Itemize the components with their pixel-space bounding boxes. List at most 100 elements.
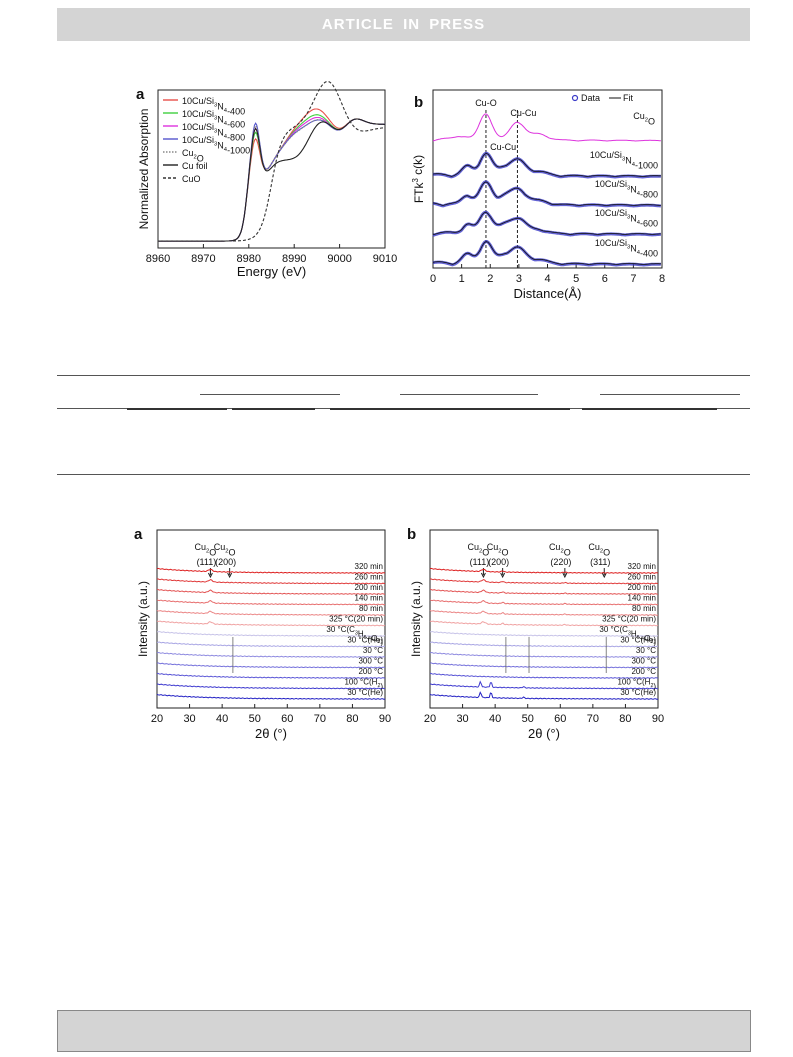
peak-hkl-label: (111) bbox=[470, 557, 490, 567]
y-axis-label: Normalized Absorption bbox=[137, 109, 151, 230]
table-subheader-rule-3 bbox=[600, 394, 740, 395]
xrd-trace-label: 30 °C bbox=[636, 646, 656, 655]
y-axis-label: Intensity (a.u.) bbox=[136, 581, 150, 657]
legend-entry: 10Cu/Si3N4-1000 bbox=[182, 135, 250, 156]
x-tick-label: 9000 bbox=[327, 253, 351, 265]
xrd-trace-line bbox=[156, 683, 386, 690]
legend-entry: 10Cu/Si3N4-400 bbox=[182, 96, 245, 117]
x-tick-label: 90 bbox=[379, 713, 391, 725]
x-tick-label: 50 bbox=[249, 713, 261, 725]
exafs-trace-label: 10Cu/Si3N4-800 bbox=[595, 179, 658, 200]
xrd-trace-label: 30 °C(C3H6+O2) bbox=[599, 625, 656, 647]
x-axis-label: 2θ (°) bbox=[528, 726, 560, 741]
exafs-fit-line bbox=[432, 153, 661, 177]
peak-hkl-label: (220) bbox=[550, 557, 571, 567]
xrd-trace-line bbox=[156, 693, 386, 700]
xrd-trace-line bbox=[429, 651, 659, 658]
xrd-trace-label: 30 °C(C3H6+O2) bbox=[326, 625, 383, 647]
xrd-chart-a-svg: a 20 30 40 50 60 70 80 90 2θ (°) Intensity (a.u.) C… bbox=[134, 526, 391, 741]
xrd-trace-label: 325 °C(20 min) bbox=[329, 615, 383, 624]
peak-arrow-head bbox=[601, 572, 607, 579]
panel-a-letter: a bbox=[136, 86, 145, 103]
peak-hkl-label: (111) bbox=[197, 557, 217, 567]
x-tick-label: 80 bbox=[346, 713, 358, 725]
xrd-trace-label: 30 °C(He) bbox=[347, 688, 383, 697]
xrd-chart-a: a 20 30 40 50 60 70 80 90 2θ (°) Intensity (a.u.) C… bbox=[132, 525, 392, 750]
x-tick-label: 8990 bbox=[282, 253, 306, 265]
xrd-trace-label: 260 min bbox=[355, 573, 383, 582]
xrd-trace-label: 30 °C(He) bbox=[620, 636, 656, 645]
xrd-trace-line bbox=[429, 609, 659, 616]
xrd-trace-line bbox=[429, 691, 659, 700]
xrd-trace-label: 140 min bbox=[628, 594, 656, 603]
y-axis-label: FTk3 c(k) bbox=[411, 155, 426, 203]
x-tick-label: 5 bbox=[573, 273, 579, 285]
xrd-trace-line bbox=[429, 578, 659, 585]
xrd-trace-line bbox=[156, 567, 386, 574]
x-tick-label: 30 bbox=[456, 713, 468, 725]
x-tick-label: 8 bbox=[659, 273, 665, 285]
x-tick-label: 90 bbox=[652, 713, 664, 725]
xrd-trace-label: 30 °C(He) bbox=[620, 688, 656, 697]
plot-frame bbox=[156, 529, 386, 709]
x-tick-label: 9010 bbox=[373, 253, 397, 265]
peak-label: Cu2O bbox=[549, 542, 571, 557]
xrd-trace-label: 200 °C bbox=[631, 667, 656, 676]
xrd-trace-line bbox=[429, 680, 659, 690]
x-tick-label: 60 bbox=[554, 713, 566, 725]
exafs-trace-label: 10Cu/Si3N4-1000 bbox=[590, 150, 658, 171]
xrd-trace-label: 300 °C bbox=[358, 657, 383, 666]
legend-entry: 10Cu/Si3N4-600 bbox=[182, 109, 245, 130]
table-subheader-rule-1 bbox=[200, 394, 340, 395]
legend-fit-label: Fit bbox=[623, 93, 633, 103]
legend-entry: CuO bbox=[182, 174, 201, 184]
table-top-rule bbox=[57, 375, 750, 376]
xrd-trace-label: 140 min bbox=[355, 594, 383, 603]
article-in-press-banner: ARTICLE IN PRESS bbox=[57, 8, 750, 41]
exafs-trace-label: 10Cu/Si3N4-400 bbox=[595, 238, 658, 259]
peak-arrow-head bbox=[207, 572, 213, 579]
x-tick-label: 40 bbox=[216, 713, 228, 725]
x-tick-label: 20 bbox=[151, 713, 163, 725]
x-axis-label: 2θ (°) bbox=[255, 726, 287, 741]
table-bottom-rule bbox=[57, 474, 750, 475]
xrd-trace-line bbox=[429, 630, 659, 637]
peak-hkl-label: (200) bbox=[215, 557, 236, 567]
xrd-trace-line bbox=[429, 662, 659, 669]
xrd-trace-line bbox=[156, 641, 386, 648]
xrd-trace-line bbox=[429, 588, 659, 595]
x-tick-label: 7 bbox=[630, 273, 636, 285]
x-tick-label: 40 bbox=[489, 713, 501, 725]
xrd-trace-line bbox=[156, 609, 386, 616]
x-tick-label: 30 bbox=[183, 713, 195, 725]
xrd-chart-b: b 20 30 40 50 60 70 80 90 2θ (°) Intensity (a.u.) C… bbox=[405, 525, 665, 750]
legend-data-marker bbox=[571, 94, 579, 102]
xrd-trace-label: 200 °C bbox=[358, 667, 383, 676]
legend-entry: 10Cu/Si3N4-800 bbox=[182, 122, 245, 143]
xrd-trace-label: 100 °C(H2) bbox=[617, 678, 656, 691]
exafs-reference-line bbox=[432, 113, 661, 142]
xrd-trace-line bbox=[156, 630, 386, 637]
xrd-trace-label: 320 min bbox=[355, 562, 383, 571]
xrd-trace-line bbox=[156, 620, 386, 627]
exafs-trace-label: 10Cu/Si3N4-600 bbox=[595, 208, 658, 229]
xrd-trace-label: 80 min bbox=[632, 604, 656, 613]
peak-hkl-label: (200) bbox=[488, 557, 509, 567]
table-bold-segment-4 bbox=[582, 408, 717, 410]
table-bold-segment-3 bbox=[330, 408, 570, 410]
exafs-fit-line bbox=[432, 181, 661, 206]
xrd-trace-label: 30 °C(He) bbox=[347, 636, 383, 645]
peak-hkl-label: (311) bbox=[590, 557, 610, 567]
annotation-cu-o: Cu-O bbox=[475, 98, 497, 108]
legend-entry: Cu2O bbox=[182, 148, 204, 163]
xanes-series-line bbox=[158, 80, 386, 242]
xrd-trace-line bbox=[429, 641, 659, 648]
xrd-chart-b-svg: b 20 30 40 50 60 70 80 90 2θ (°) Intensity (a.u.) C… bbox=[407, 526, 664, 741]
xrd-trace-label: 200 min bbox=[355, 583, 383, 592]
exafs-chart-svg: b 0 1 2 3 4 5 6 7 8 Distance(Å) FTk3 c(k) Data Fit Cu-… bbox=[411, 89, 665, 301]
y-axis-label: Intensity (a.u.) bbox=[409, 581, 423, 657]
x-tick-label: 60 bbox=[281, 713, 293, 725]
x-axis-label: Distance(Å) bbox=[514, 286, 582, 301]
xanes-chart-svg: a 8960 8970 8980 8990 9000 9010 Energy (eV) Norm… bbox=[136, 80, 397, 279]
footer-box bbox=[57, 1010, 751, 1052]
